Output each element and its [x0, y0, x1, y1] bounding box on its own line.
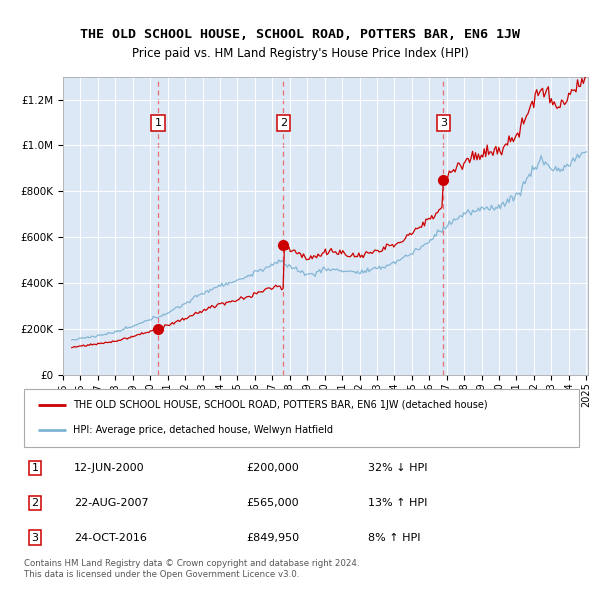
Text: Contains HM Land Registry data © Crown copyright and database right 2024.
This d: Contains HM Land Registry data © Crown c… — [24, 559, 359, 579]
Text: THE OLD SCHOOL HOUSE, SCHOOL ROAD, POTTERS BAR, EN6 1JW (detached house): THE OLD SCHOOL HOUSE, SCHOOL ROAD, POTTE… — [73, 400, 487, 410]
Text: THE OLD SCHOOL HOUSE, SCHOOL ROAD, POTTERS BAR, EN6 1JW: THE OLD SCHOOL HOUSE, SCHOOL ROAD, POTTE… — [80, 28, 520, 41]
Text: £849,950: £849,950 — [246, 533, 299, 543]
Text: 22-AUG-2007: 22-AUG-2007 — [74, 498, 149, 508]
Text: 1: 1 — [155, 118, 161, 128]
Text: 2: 2 — [32, 498, 38, 508]
Text: 1: 1 — [32, 463, 38, 473]
Text: 24-OCT-2016: 24-OCT-2016 — [74, 533, 147, 543]
Text: 3: 3 — [32, 533, 38, 543]
Text: 8% ↑ HPI: 8% ↑ HPI — [368, 533, 421, 543]
FancyBboxPatch shape — [24, 389, 579, 447]
Text: 2: 2 — [280, 118, 287, 128]
Text: 32% ↓ HPI: 32% ↓ HPI — [368, 463, 428, 473]
Text: Price paid vs. HM Land Registry's House Price Index (HPI): Price paid vs. HM Land Registry's House … — [131, 47, 469, 60]
Text: HPI: Average price, detached house, Welwyn Hatfield: HPI: Average price, detached house, Welw… — [73, 425, 333, 435]
Text: 3: 3 — [440, 118, 447, 128]
Text: £200,000: £200,000 — [246, 463, 299, 473]
Text: £565,000: £565,000 — [246, 498, 299, 508]
Text: 12-JUN-2000: 12-JUN-2000 — [74, 463, 145, 473]
Text: 13% ↑ HPI: 13% ↑ HPI — [368, 498, 427, 508]
